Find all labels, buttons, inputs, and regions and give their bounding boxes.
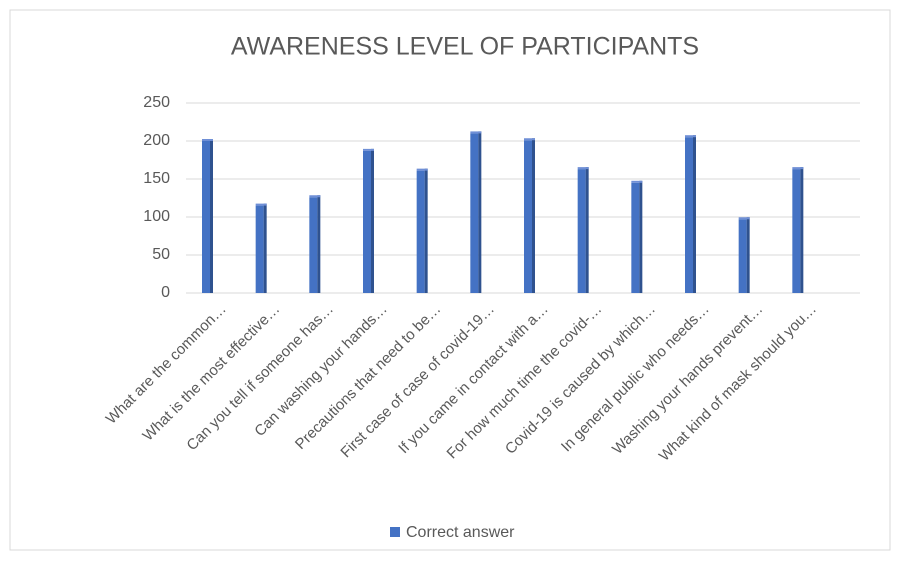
bar [255, 203, 267, 293]
bar [792, 167, 804, 293]
bar [577, 167, 589, 293]
y-tick-label: 150 [143, 170, 170, 187]
chart-title: AWARENESS LEVEL OF PARTICIPANTS [231, 33, 699, 61]
y-tick-label: 250 [143, 94, 170, 111]
y-tick-label: 100 [143, 208, 170, 225]
bar [738, 217, 750, 293]
bar [470, 131, 482, 293]
bar [309, 195, 321, 293]
chart-frame [9, 9, 891, 551]
bar [631, 180, 643, 293]
legend-swatch [390, 527, 400, 537]
y-tick-label: 200 [143, 132, 170, 149]
bar [416, 168, 428, 293]
bar [363, 148, 374, 293]
bar [685, 135, 696, 293]
y-tick-label: 50 [152, 246, 170, 263]
bar [202, 139, 213, 293]
legend-label: Correct answer [406, 524, 515, 541]
bar [524, 138, 535, 293]
y-tick-label: 0 [161, 284, 170, 301]
